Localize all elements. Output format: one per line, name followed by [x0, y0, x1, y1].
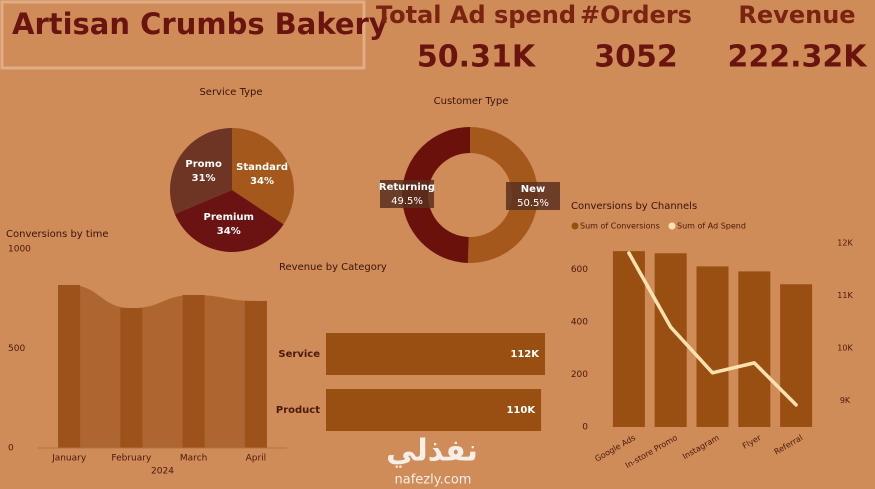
- label-box: [380, 180, 435, 209]
- y-tick-label: 0: [8, 444, 14, 454]
- donut-slice: [401, 127, 470, 263]
- value-label: 110K: [506, 405, 536, 416]
- bar: [738, 271, 771, 427]
- chart-title: Conversions by Channels: [571, 201, 697, 212]
- y2-tick-label: 10K: [837, 344, 853, 353]
- slice-label: New: [521, 184, 545, 195]
- label-box: [505, 181, 560, 210]
- kpi-label: #Orders: [580, 1, 692, 29]
- bar: [612, 251, 645, 427]
- line: [627, 251, 798, 407]
- bar: [244, 300, 267, 448]
- chart-title: Service Type: [199, 87, 262, 98]
- pie-slice: [174, 190, 284, 252]
- bar: [696, 266, 729, 427]
- y-tick-label: 400: [571, 317, 588, 327]
- slice-label: Promo: [185, 159, 222, 170]
- slice-label: Standard: [236, 162, 288, 173]
- x-axis-title: 2024: [151, 467, 174, 477]
- legend-marker: [571, 222, 579, 230]
- kpi-label: Total Ad spend: [376, 1, 576, 29]
- slice-value: 50.5%: [517, 198, 549, 209]
- slice-label: Premium: [204, 212, 254, 223]
- y-tick-label: 200: [571, 370, 588, 380]
- y-tick-label: 1000: [8, 245, 31, 255]
- x-tick-label: March: [180, 454, 207, 464]
- bar: [182, 294, 205, 448]
- y2-tick-label: 11K: [837, 291, 853, 300]
- legend-marker: [668, 222, 676, 230]
- kpi-value: 3052: [594, 40, 678, 75]
- slice-label: Returning: [379, 182, 435, 193]
- y-tick-label: 0: [582, 423, 588, 433]
- chart-title: Revenue by Category: [279, 262, 387, 273]
- y2-tick-label: 9K: [840, 396, 851, 405]
- slice-value: 34%: [250, 176, 274, 187]
- x-tick-label: February: [111, 454, 152, 464]
- kpi-label: Revenue: [738, 1, 855, 29]
- x-tick-label: January: [51, 454, 87, 464]
- donut-slice: [467, 127, 538, 263]
- watermark: نفذلي: [386, 434, 478, 469]
- slice-value: 31%: [192, 173, 216, 184]
- x-tick-label: April: [246, 454, 267, 464]
- title-box: [0, 0, 366, 70]
- pie-slice: [170, 128, 232, 214]
- kpi-value: 222.32K: [727, 40, 868, 75]
- y2-tick-label: 12K: [837, 239, 853, 248]
- area: [58, 285, 267, 448]
- bar: [58, 285, 81, 448]
- bar: [326, 333, 545, 375]
- watermark-url: nafezly.com: [395, 473, 472, 488]
- legend-label: Sum of Conversions: [580, 222, 660, 231]
- slice-value: 34%: [217, 226, 241, 237]
- pie-slice: [232, 128, 294, 225]
- legend-label: Sum of Ad Spend: [677, 222, 746, 231]
- kpi-value: 50.31K: [417, 40, 537, 75]
- dashboard-title: Artisan Crumbs Bakery: [12, 7, 388, 41]
- chart-title: Customer Type: [434, 96, 509, 107]
- chart-title: Conversions by time: [6, 229, 109, 240]
- bar: [120, 308, 143, 448]
- y-tick-label: 600: [571, 265, 588, 275]
- slice-value: 49.5%: [391, 196, 423, 207]
- bar: [326, 389, 542, 431]
- category-label: Service: [278, 349, 320, 360]
- y-tick-label: 500: [8, 344, 25, 354]
- category-label: Product: [276, 405, 320, 416]
- value-label: 112K: [510, 349, 540, 360]
